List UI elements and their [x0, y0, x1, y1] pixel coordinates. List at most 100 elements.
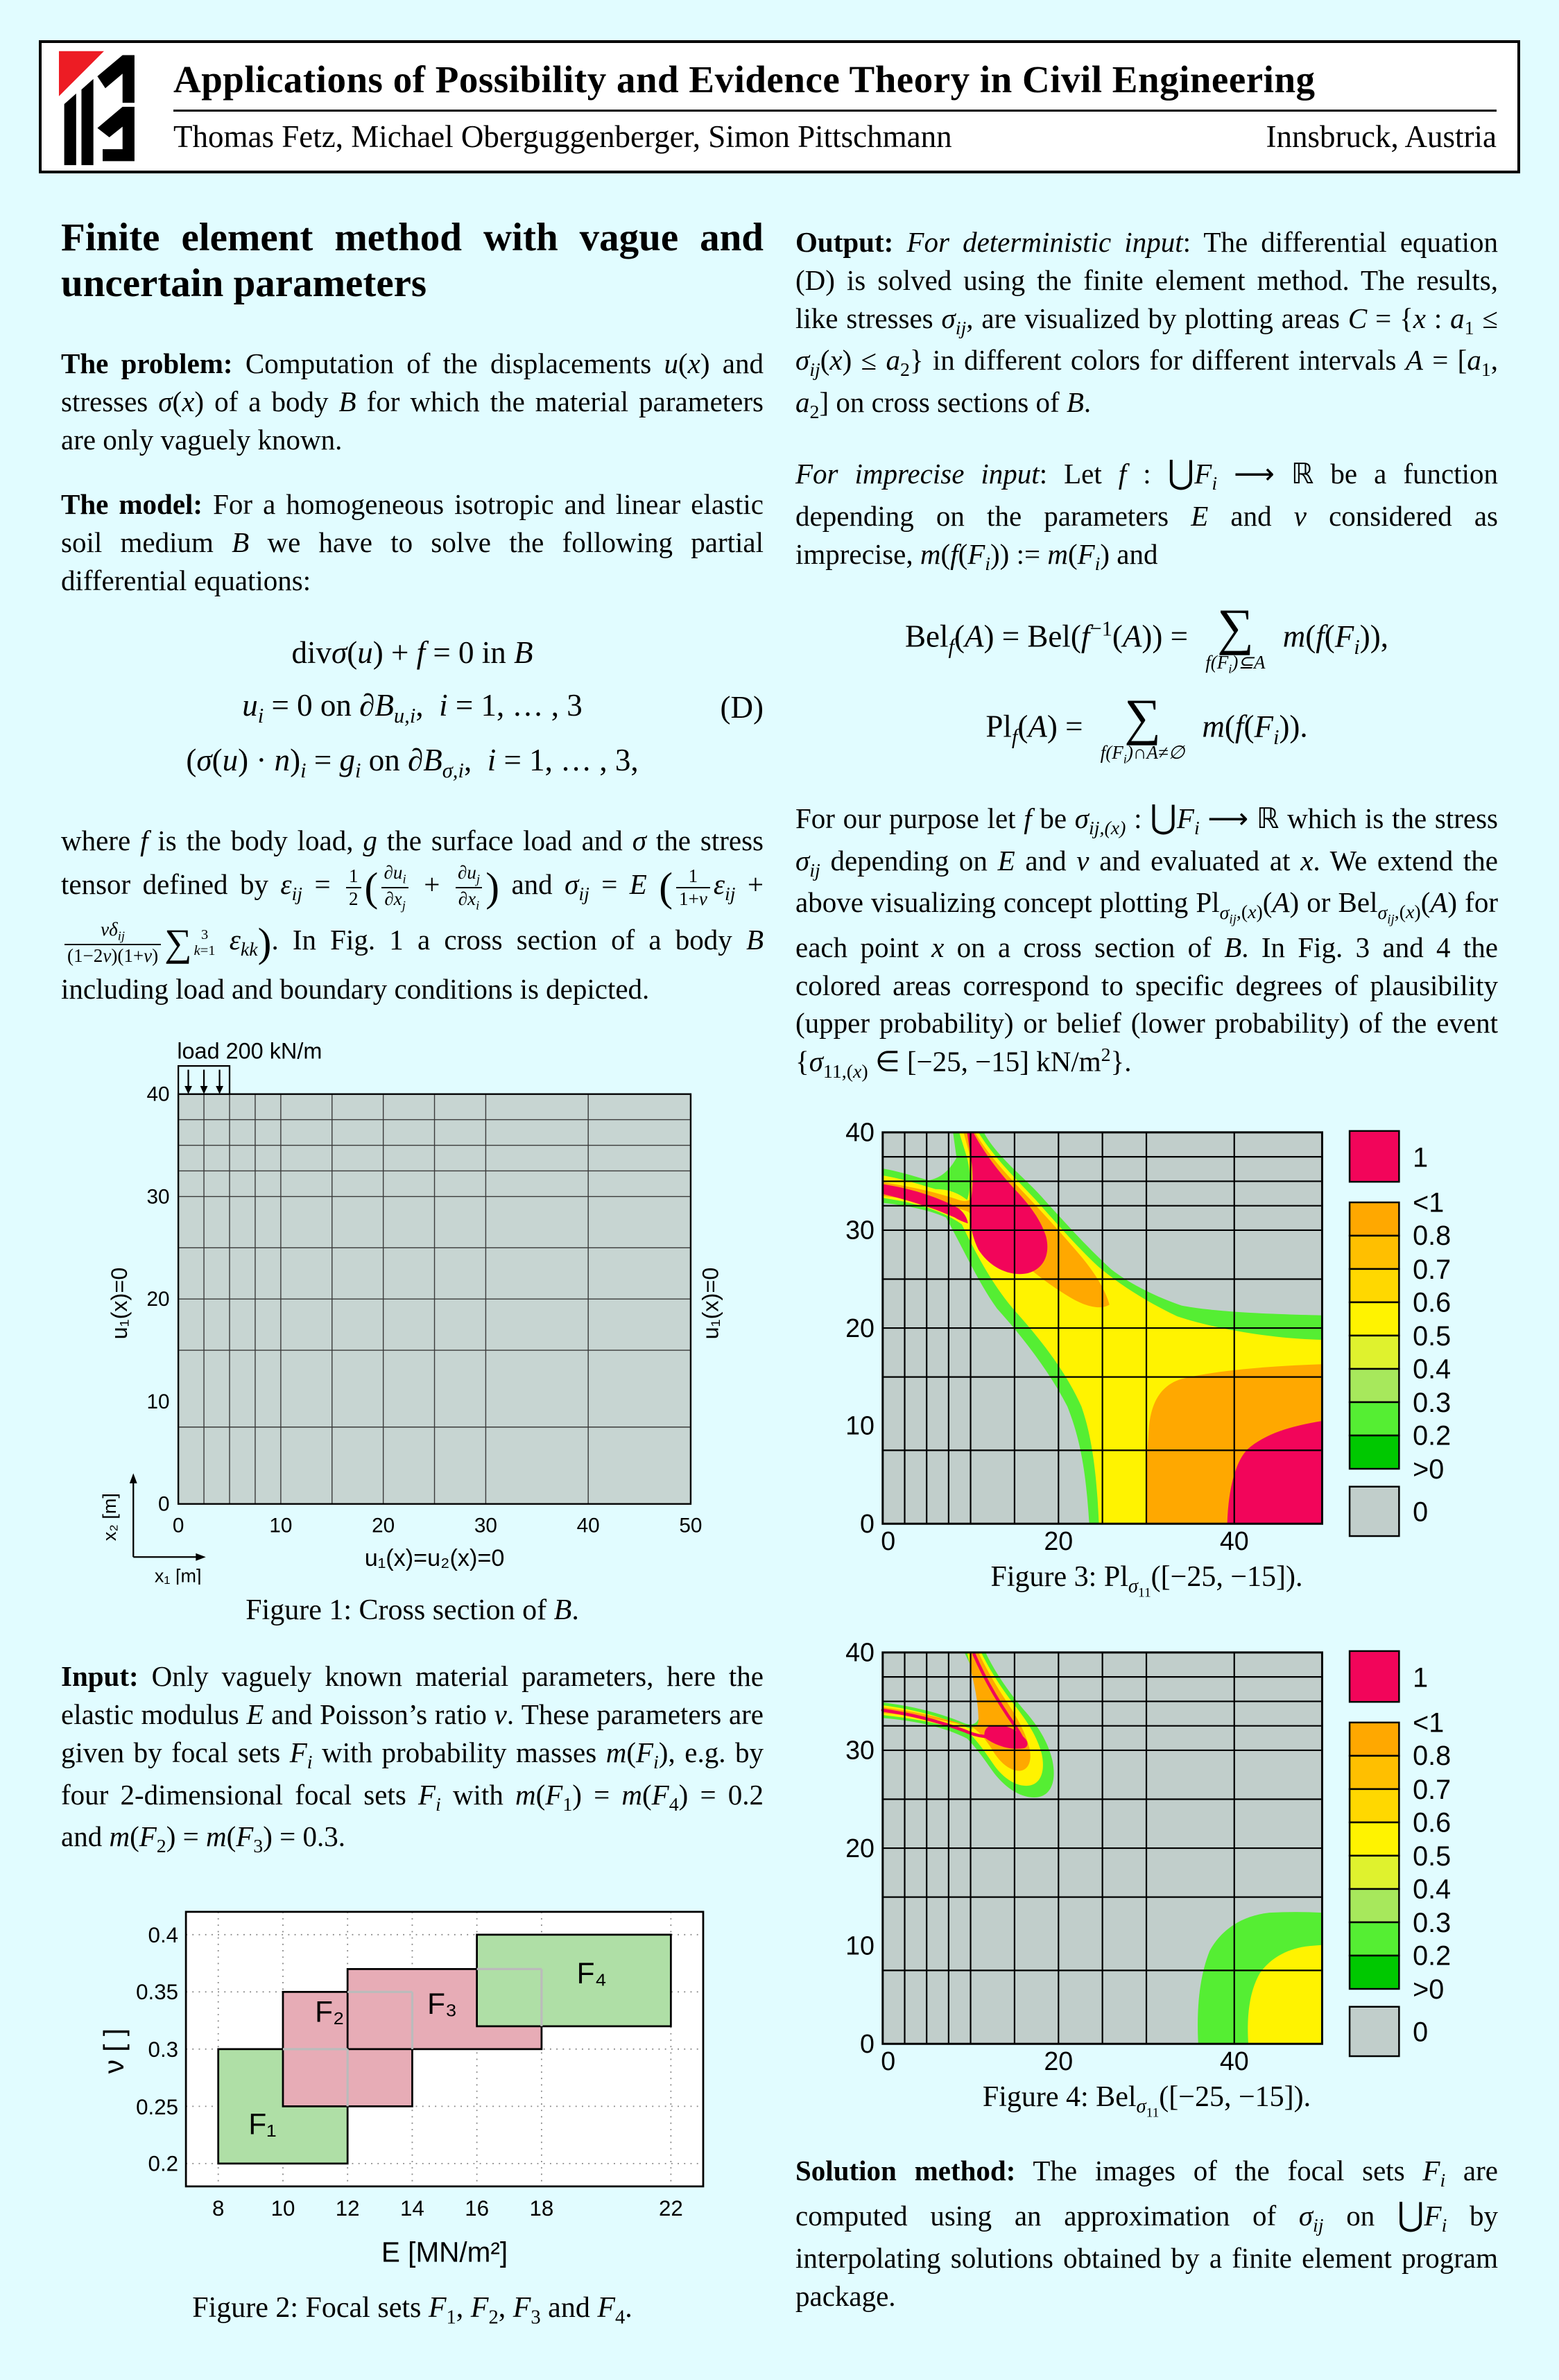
- legend-labels: 1 <1 0.8 0.7 0.6 0.5 0.4 0.3 0.2 >0 0: [1413, 1662, 1451, 2047]
- tick-label: 0.4: [148, 1923, 178, 1947]
- figure3-contours: [882, 1132, 1322, 1523]
- left-column: Finite element method with vague and unc…: [61, 205, 764, 2359]
- tick-label: 40: [576, 1515, 599, 1537]
- tick-label: 40: [146, 1083, 169, 1106]
- x2-axis-label: x₂ [m]: [99, 1494, 120, 1542]
- mesh-grid: [178, 1094, 691, 1504]
- tick-label: 10: [845, 1411, 875, 1440]
- equation-D-tag: (D): [720, 689, 764, 725]
- legend-label: 0: [1413, 1497, 1428, 1527]
- figure4-caption: Figure 4: Belσ11([−25, −15]).: [982, 2080, 1311, 2121]
- legend-label: 0.4: [1413, 1874, 1451, 1904]
- tick-label: 10: [146, 1390, 169, 1413]
- right-bc-label: u₁(x)=0: [698, 1268, 723, 1340]
- tick-label: 0.35: [136, 1980, 178, 2004]
- institute-logo: [42, 43, 158, 171]
- tick-label: 0: [881, 1526, 895, 1551]
- legend-label: <1: [1413, 1707, 1444, 1738]
- contour-crimson-streak2: [882, 1710, 988, 1736]
- figure2-y-ticks: 0.4 0.35 0.3 0.25 0.2: [136, 1923, 178, 2176]
- poster-location: Innsbruck, Austria: [1266, 119, 1497, 154]
- legend-label: 1: [1413, 1142, 1428, 1173]
- tick-label: 0: [860, 2029, 875, 2058]
- institute-logo-icon: [58, 51, 135, 166]
- legend-label: 0.3: [1413, 1908, 1451, 1938]
- equation-pl: Plf(A) = ∑ f(Fi)∩A≠∅ m(f(Fi)).: [985, 689, 1308, 766]
- stress-tensor-paragraph: where f is the body load, g the surface …: [61, 825, 764, 1006]
- input-paragraph: Input: Only vaguely known material param…: [61, 1660, 764, 1858]
- tick-label: 10: [269, 1515, 292, 1537]
- focal-label-F3: F₃: [427, 1987, 457, 2020]
- tick-label: 18: [529, 2196, 553, 2221]
- poster-header: Applications of Possibility and Evidence…: [39, 40, 1520, 173]
- contour-crimson-corner: [1227, 1420, 1322, 1524]
- legend-labels: 1 <1 0.8 0.7 0.6 0.5 0.4 0.3 0.2 >0 0: [1413, 1142, 1451, 1527]
- legend-label: 0.2: [1413, 1940, 1451, 1971]
- output-paragraph: Output: For deterministic input: The dif…: [795, 226, 1499, 424]
- color-legend: 1 <1 0.8 0.7 0.6 0.5 0.4 0.3 0.2 >0 0: [1348, 1130, 1451, 1537]
- tick-label: 20: [845, 1313, 875, 1342]
- figure2-y-axis-label: ν [ ]: [97, 2028, 129, 2073]
- poster-authors: Thomas Fetz, Michael Oberguggenberger, S…: [173, 119, 952, 154]
- legend-label: <1: [1413, 1187, 1444, 1218]
- figure1-x-ticks: 0 10 20 30 40 50: [172, 1515, 702, 1537]
- load-arrows: [177, 1065, 230, 1096]
- tick-label: 0: [172, 1515, 184, 1537]
- focal-set-labels: F₁ F₂ F₃ F₄: [248, 1957, 606, 2140]
- hidden-overlap-edges: [282, 1967, 543, 2107]
- legend-label: 0.8: [1413, 1221, 1451, 1251]
- header-divider: [173, 110, 1497, 112]
- figure4: 40 30 20 10 0 0 20 40 1 <1 0.8: [795, 1632, 1498, 2076]
- imprecise-paragraph: For imprecise input: Let f : ⋃Fi ⟶ ℝ be …: [795, 455, 1498, 576]
- tick-label: 40: [1219, 1526, 1248, 1551]
- tick-label: 0.2: [148, 2152, 178, 2176]
- legend-label: 0.8: [1413, 1741, 1451, 1771]
- tick-label: 0: [860, 1509, 875, 1538]
- figure3-plot: 40 30 20 10 0 0 20 40 1 <1 0.8: [845, 1112, 1451, 1555]
- tick-label: 40: [1219, 2046, 1248, 2071]
- tick-label: 20: [845, 1834, 875, 1863]
- equation-D: divσ(u) + f = 0 in B ui = 0 on ∂Bu,i, i …: [61, 626, 764, 789]
- tick-label: 30: [845, 1735, 875, 1764]
- tick-label: 30: [474, 1515, 497, 1537]
- mesh-grid: [882, 1132, 1322, 1523]
- figure2-plot: F₁ F₂ F₃ F₄ 0.4 0.35 0.3 0.25 0.2 8 10 1…: [97, 1911, 704, 2268]
- figure4-x-ticks: 0 20 40: [881, 2046, 1248, 2076]
- figure4-plot: 40 30 20 10 0 0 20 40 1 <1 0.8: [845, 1632, 1451, 2076]
- figure3-caption: Figure 3: Plσ11([−25, −15]).: [990, 1560, 1303, 1601]
- tick-label: 0.3: [148, 2037, 178, 2062]
- tick-label: 10: [845, 1931, 875, 1960]
- legend-label: 0.5: [1413, 1840, 1451, 1871]
- legend-label: 0.7: [1413, 1774, 1451, 1804]
- legend-label: 0.7: [1413, 1254, 1451, 1284]
- poster-page: { "palette":{ "background":"#E1FCFF","me…: [0, 40, 1559, 2380]
- tick-label: 50: [679, 1515, 702, 1537]
- purpose-paragraph: For our purpose let f be σij,(x) : ⋃Fi ⟶…: [795, 800, 1498, 1083]
- tick-label: 14: [400, 2196, 424, 2221]
- legend-label: >0: [1413, 1974, 1444, 2005]
- focal-set-F4: [475, 1933, 672, 2028]
- figure3: 40 30 20 10 0 0 20 40 1 <1 0.8: [795, 1112, 1498, 1555]
- legend-label: 0.5: [1413, 1320, 1451, 1351]
- figure3-y-ticks: 40 30 20 10 0: [845, 1117, 875, 1537]
- color-legend: 1 <1 0.8 0.7 0.6 0.5 0.4 0.3 0.2 >0 0: [1348, 1650, 1451, 2057]
- tick-label: 30: [146, 1186, 169, 1209]
- tick-label: 20: [146, 1288, 169, 1311]
- legend-label: 0.4: [1413, 1354, 1451, 1384]
- figure3-x-ticks: 0 20 40: [881, 1526, 1248, 1555]
- equation-D-line2: ui = 0 on ∂Bu,i, i = 1, … , 3: [242, 688, 583, 728]
- figure2-x-ticks: 8 10 12 14 16 18 22: [212, 2196, 683, 2221]
- tick-label: 12: [335, 2196, 359, 2221]
- section-heading: Finite element method with vague and unc…: [61, 216, 764, 305]
- right-column: Output: For deterministic input: The dif…: [795, 205, 1498, 2359]
- problem-paragraph: The problem: Computation of the displace…: [61, 347, 764, 456]
- tick-label: 0.25: [136, 2095, 178, 2119]
- figure1-caption: Figure 1: Cross section of B.: [246, 1594, 579, 1627]
- equation-bel: Belf(A) = Bel(f−1(A)) = ∑ f(Fi)⊆A m(f(Fi)…: [905, 599, 1388, 676]
- figure2-x-axis-label: E [MN/m²]: [381, 2236, 507, 2268]
- tick-label: 20: [1044, 1526, 1073, 1551]
- bottom-bc-label: u₁(x)=u₂(x)=0: [364, 1545, 504, 1571]
- figure1-mesh: [178, 1094, 691, 1504]
- tick-label: 8: [212, 2196, 224, 2221]
- figure4-contours: [882, 1653, 1322, 2044]
